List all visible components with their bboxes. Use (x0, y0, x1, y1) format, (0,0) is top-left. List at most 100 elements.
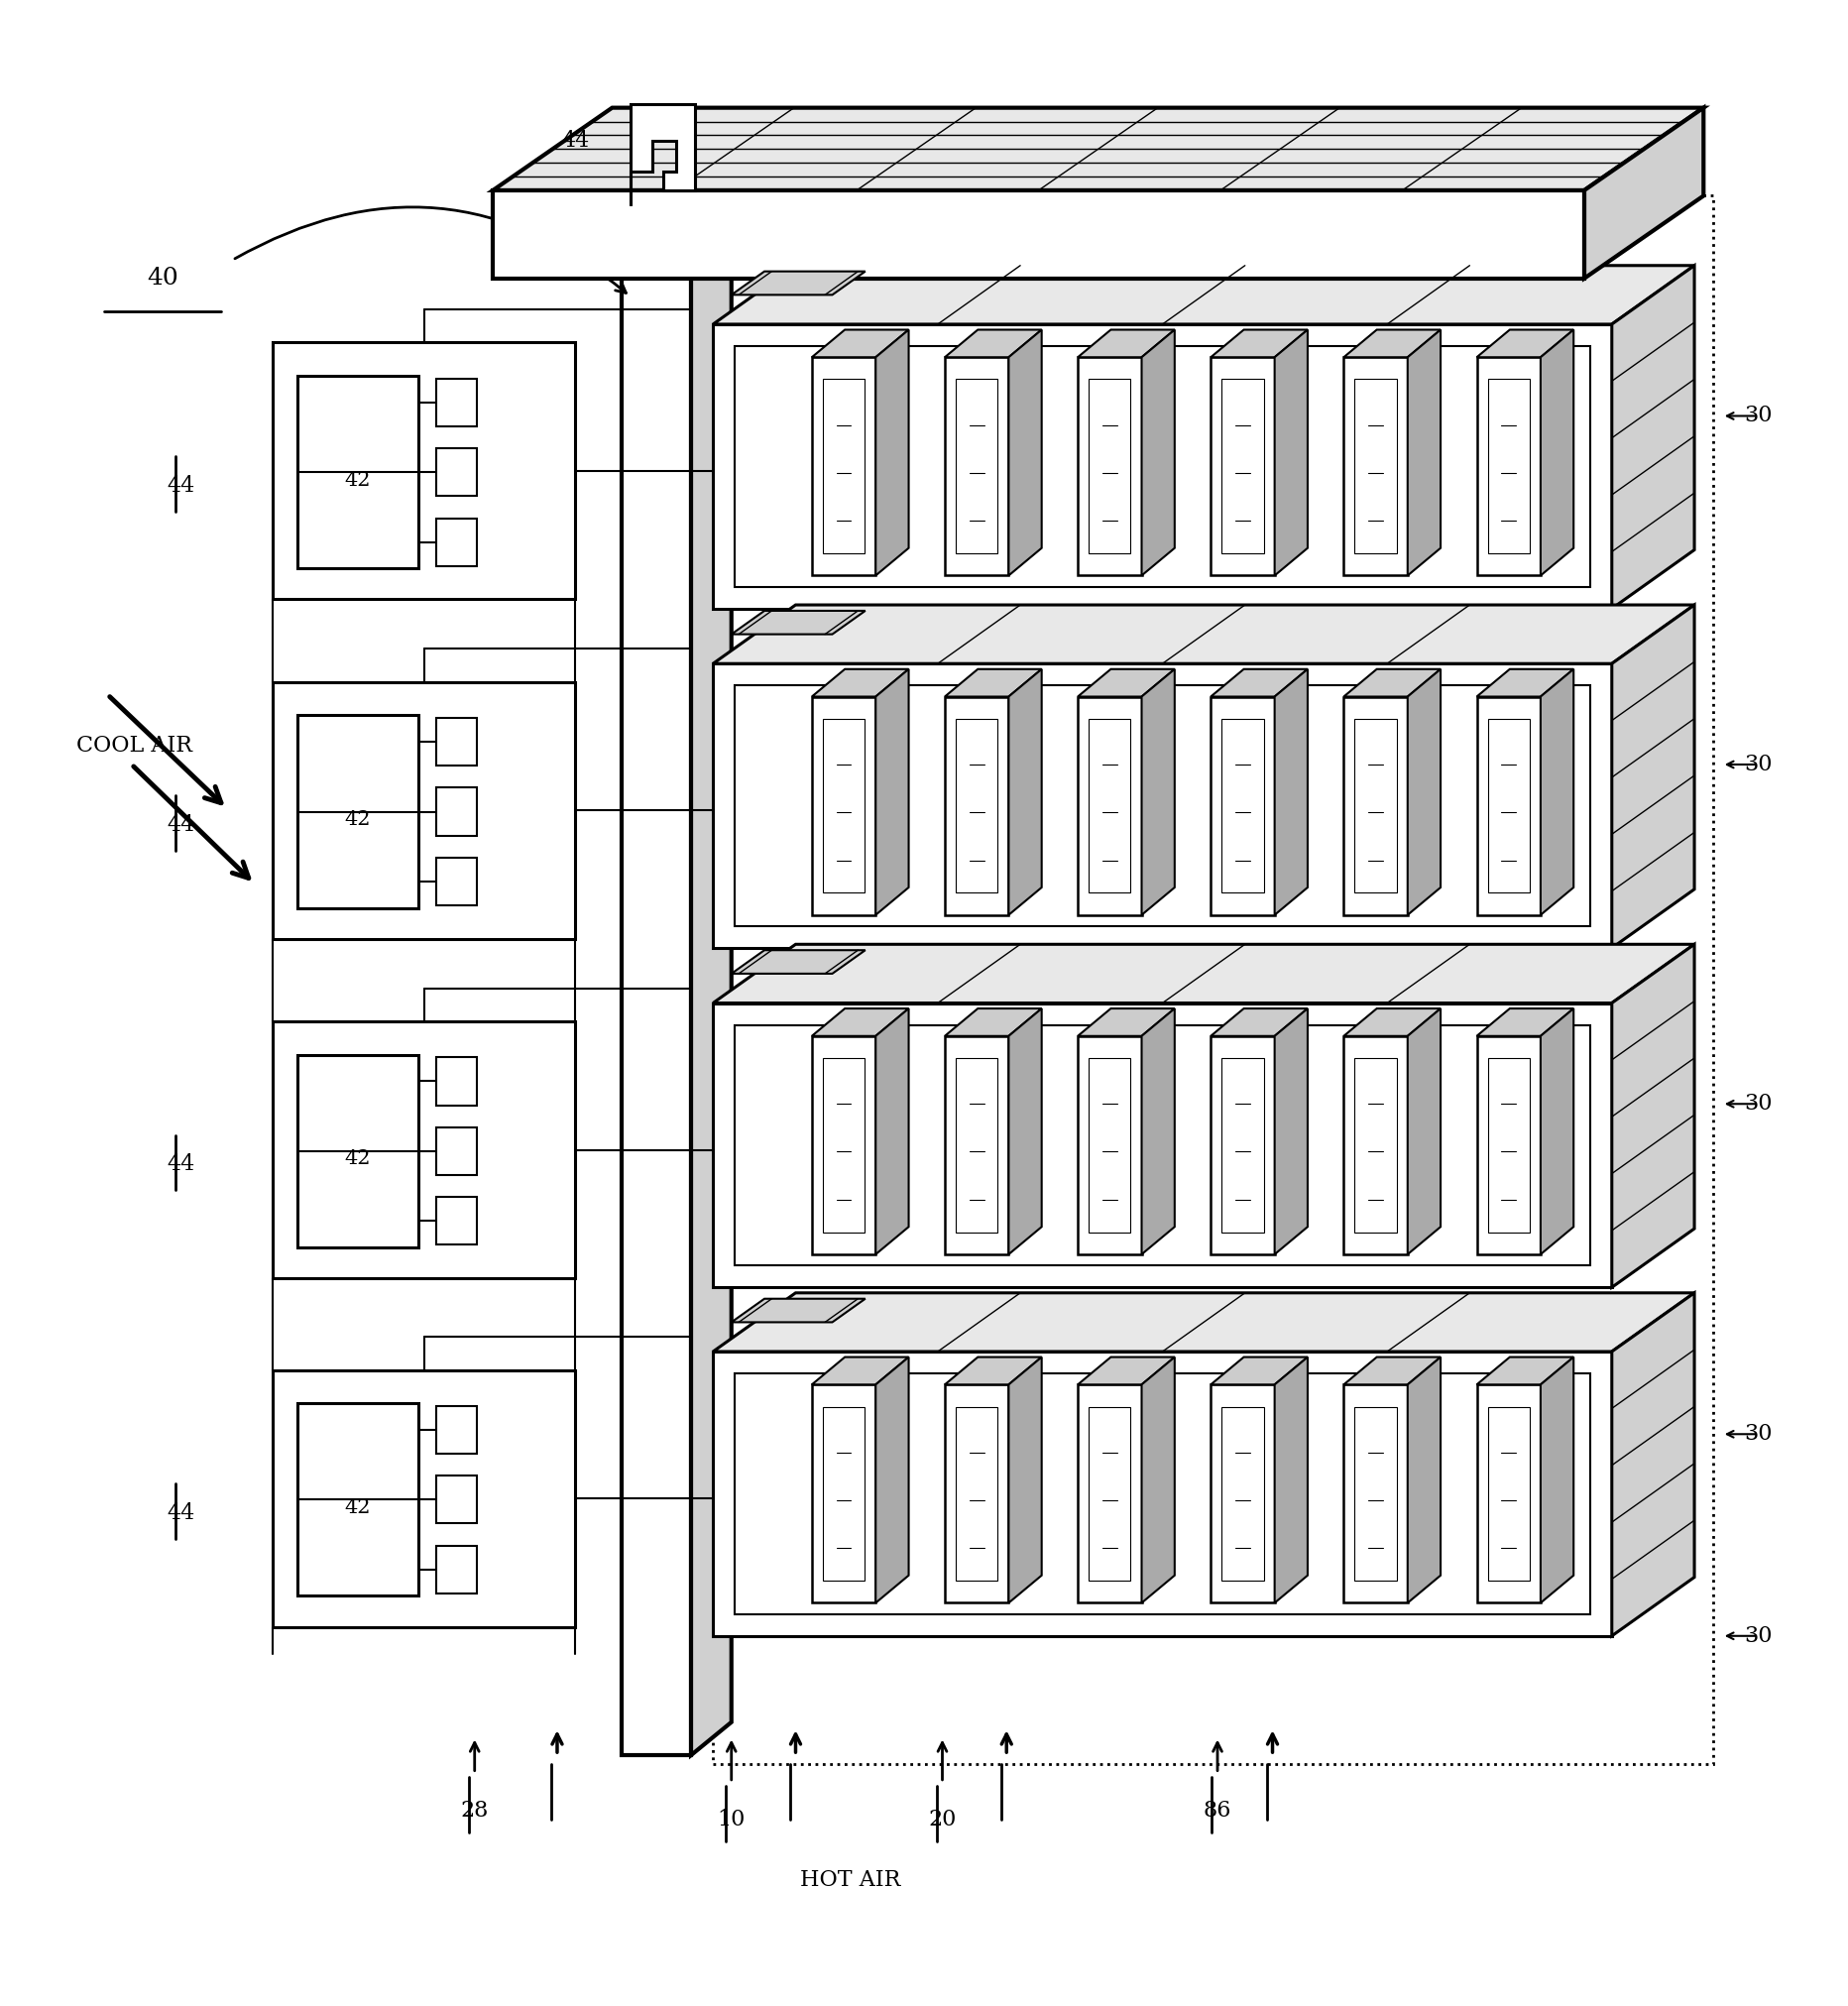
Bar (713, 1003, 1611, 1288)
Bar (811, 1384, 876, 1603)
Polygon shape (876, 1358, 909, 1603)
Polygon shape (1611, 1292, 1695, 1637)
Polygon shape (944, 329, 1042, 357)
Polygon shape (944, 1358, 1042, 1384)
Polygon shape (621, 173, 732, 205)
Bar (713, 197, 1713, 1765)
Polygon shape (876, 329, 909, 576)
Polygon shape (811, 1358, 909, 1384)
Text: 42: 42 (344, 1149, 371, 1167)
Polygon shape (811, 329, 909, 357)
Bar (621, 205, 691, 1755)
Polygon shape (732, 610, 865, 634)
Bar (713, 664, 1611, 949)
Bar (1222, 379, 1264, 554)
Polygon shape (1275, 670, 1308, 915)
Polygon shape (1408, 670, 1441, 915)
Polygon shape (691, 173, 732, 1755)
Bar (1077, 357, 1142, 576)
Text: 44: 44 (166, 475, 196, 497)
Bar (1355, 1406, 1397, 1581)
Bar (1088, 1406, 1131, 1581)
Bar (1088, 1057, 1131, 1232)
Polygon shape (1541, 1358, 1574, 1603)
Polygon shape (876, 1009, 909, 1254)
Bar (736, 347, 1589, 586)
Polygon shape (1343, 670, 1441, 696)
Bar (1488, 1057, 1530, 1232)
Bar (1488, 379, 1530, 554)
Bar (1222, 1057, 1264, 1232)
Bar (811, 357, 876, 576)
Text: 30: 30 (1745, 754, 1772, 776)
Polygon shape (1077, 1009, 1175, 1035)
Bar (736, 1025, 1589, 1266)
Bar (1477, 357, 1541, 576)
Bar (955, 718, 998, 893)
Bar (436, 1127, 477, 1176)
Polygon shape (1210, 670, 1308, 696)
Polygon shape (1077, 670, 1175, 696)
Bar (944, 1384, 1009, 1603)
Text: 44: 44 (166, 1153, 196, 1176)
Bar (436, 449, 477, 495)
Bar (1477, 1384, 1541, 1603)
Polygon shape (1408, 1358, 1441, 1603)
Bar (1210, 1035, 1275, 1254)
Polygon shape (630, 104, 695, 205)
Text: 20: 20 (928, 1809, 957, 1829)
Bar (298, 1055, 418, 1248)
Bar (1343, 1035, 1408, 1254)
Polygon shape (811, 1009, 909, 1035)
Bar (298, 375, 418, 568)
Bar (736, 686, 1589, 927)
Polygon shape (713, 606, 1695, 664)
Bar (822, 379, 865, 554)
Bar (1077, 696, 1142, 915)
Polygon shape (1009, 670, 1042, 915)
Bar (822, 1406, 865, 1581)
Bar (1210, 357, 1275, 576)
Polygon shape (1343, 329, 1441, 357)
Polygon shape (876, 670, 909, 915)
Text: 42: 42 (344, 471, 371, 489)
Bar (713, 1352, 1611, 1637)
Text: 28: 28 (460, 1799, 488, 1821)
Polygon shape (1611, 945, 1695, 1288)
Bar (944, 696, 1009, 915)
Bar (1210, 696, 1275, 915)
Polygon shape (713, 265, 1695, 325)
Polygon shape (1611, 606, 1695, 949)
Polygon shape (1142, 1358, 1175, 1603)
Polygon shape (1009, 329, 1042, 576)
Text: 30: 30 (1745, 1422, 1772, 1444)
Bar (436, 788, 477, 837)
Polygon shape (944, 670, 1042, 696)
Polygon shape (1142, 329, 1175, 576)
Polygon shape (1275, 1009, 1308, 1254)
Text: 44: 44 (166, 814, 196, 837)
Bar (436, 1545, 477, 1593)
Text: 30: 30 (1745, 1093, 1772, 1115)
Bar (274, 1370, 575, 1627)
Polygon shape (1611, 265, 1695, 608)
Bar (811, 696, 876, 915)
Polygon shape (732, 951, 865, 973)
Bar (298, 716, 418, 909)
Polygon shape (1077, 1358, 1175, 1384)
Bar (1477, 696, 1541, 915)
Polygon shape (1275, 1358, 1308, 1603)
Polygon shape (1275, 329, 1308, 576)
Bar (298, 1404, 418, 1597)
Polygon shape (1009, 1358, 1042, 1603)
Polygon shape (811, 670, 909, 696)
Text: 10: 10 (717, 1809, 745, 1829)
Polygon shape (713, 1292, 1695, 1352)
Bar (436, 718, 477, 766)
Bar (1088, 379, 1131, 554)
Polygon shape (713, 945, 1695, 1003)
Bar (736, 1374, 1589, 1615)
Bar (1088, 718, 1131, 893)
Polygon shape (1477, 670, 1574, 696)
Bar (955, 1406, 998, 1581)
